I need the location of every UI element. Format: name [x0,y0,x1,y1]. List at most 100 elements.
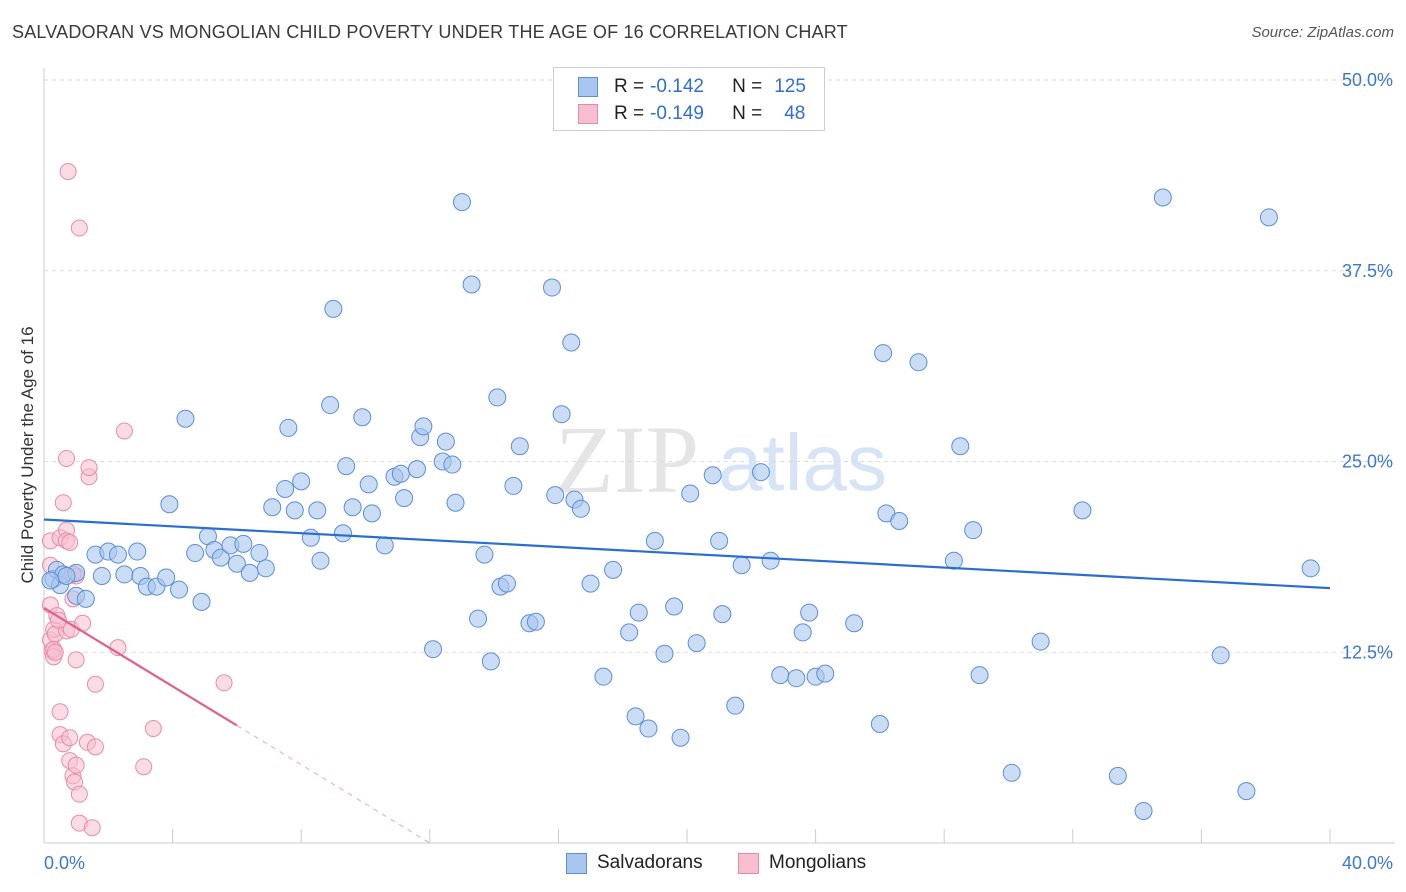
salvadoran-point [227,554,246,573]
salvadoran-point [192,592,211,611]
salvadoran-point [452,193,471,212]
legend-n-value: 125 [774,76,806,97]
chart-title: SALVADORAN VS MONGOLIAN CHILD POVERTY UN… [12,22,848,42]
x-tick-label-min: 0.0% [44,853,85,873]
salvadoran-point [909,353,928,372]
salvadoran-point [292,472,311,491]
salvadoran-point [57,566,76,585]
salvadoran-point [703,466,722,485]
salvadoran-point [160,495,179,514]
salvadoran-point [41,571,60,590]
trend-lines [43,518,1331,844]
salvadoran-point [800,603,819,622]
mongolian-point [61,533,79,551]
salvadoran-point [475,545,494,564]
salvadoran-point [681,484,700,503]
salvadoran-point [793,623,812,642]
salvadoran-point [276,479,295,498]
salvadoran-point [874,344,893,363]
salvadoran-point [845,614,864,633]
legend-n-value: 48 [784,103,806,124]
salvadoran-point [645,531,664,550]
salvadoran-point [1108,766,1127,785]
legend-item-mongolians[interactable]: Mongolians [738,852,866,874]
salvadoran-point [552,405,571,424]
salvadoran-point [469,609,488,628]
legend-row-mongolians: R = -0.149 N = 48 [578,102,805,126]
legend-n-label: N = [732,103,763,124]
mongolian-trend-line [43,607,238,727]
mongolian-point [51,703,69,721]
salvadoran-point [510,437,529,456]
salvadoran-point [481,652,500,671]
salvadoran-point [488,388,507,407]
salvadoran-point [665,597,684,616]
salvadoran-point [732,556,751,575]
salvadoran-point [1237,782,1256,801]
salvadoran-point [250,544,269,563]
salvadoran-point [771,666,790,685]
legend-swatch-pink [578,104,598,124]
y-tick-label: 37.5% [1342,261,1393,281]
series-mongolians [41,163,233,837]
mongolian-point [59,163,77,181]
salvadoran-point [256,559,275,578]
legend-item-salvadorans[interactable]: Salvadorans [566,852,703,874]
salvadoran-point [234,534,253,553]
legend-swatch-blue [578,77,598,97]
salvadoran-point [308,501,327,520]
salvadoran-point [446,493,465,512]
salvadoran-point [108,545,127,564]
salvadoran-point [395,489,414,508]
mongolian-point [49,611,67,629]
salvadoran-point [951,437,970,456]
salvadoran-point [761,551,780,570]
salvadoran-point [629,603,648,622]
source-label: Source: ZipAtlas.com [1251,24,1394,41]
salvadoran-point [436,432,455,451]
salvadoran-point [128,542,147,561]
salvadoran-point [787,669,806,688]
salvadoran-point [816,664,835,683]
salvadoran-point [353,408,372,427]
salvadoran-point [157,568,176,587]
axes [43,68,1395,844]
tick-labels: 12.5% 25.0% 37.5% 50.0% 0.0% 40.0% [44,70,1393,873]
legend-n-label: N = [732,76,763,97]
salvadoran-point [443,455,462,474]
salvadoran-point [76,589,95,608]
mongolian-point [61,729,79,747]
salvadoran-point [211,548,230,567]
legend-label-salvadorans: Salvadorans [597,852,703,873]
salvadoran-point [343,498,362,517]
salvadoran-point [870,714,889,733]
salvadoran-point [311,551,330,570]
salvadoran-point [970,666,989,685]
mongolian-point [58,449,76,467]
salvadoran-point [391,464,410,483]
salvadoran-point [710,531,729,550]
legend-r-label: R = [614,103,645,124]
y-tick-label: 25.0% [1342,452,1393,472]
salvadoran-point [1153,188,1172,207]
y-tick-label: 50.0% [1342,70,1393,90]
salvadoran-point [1301,559,1320,578]
mongolian-point [67,651,85,669]
mongolian-point [86,738,104,756]
salvadoran-point [713,605,732,624]
salvadoran-point [526,612,545,631]
salvadoran-point [424,640,443,659]
legend-swatch-salvadorans [566,852,587,874]
watermark: ZIP atlas [555,406,887,513]
salvadoran-point [726,696,745,715]
salvadoran-point [571,499,590,518]
mongolian-point [83,819,101,837]
mongolian-point [80,459,98,477]
salvadoran-point [333,524,352,543]
salvadoran-point [115,565,134,584]
salvadoran-point [407,460,426,479]
salvadoran-point [497,574,516,593]
watermark-atlas: atlas [718,418,887,507]
salvadoran-point [285,501,304,520]
salvadoran-point [1031,632,1050,651]
